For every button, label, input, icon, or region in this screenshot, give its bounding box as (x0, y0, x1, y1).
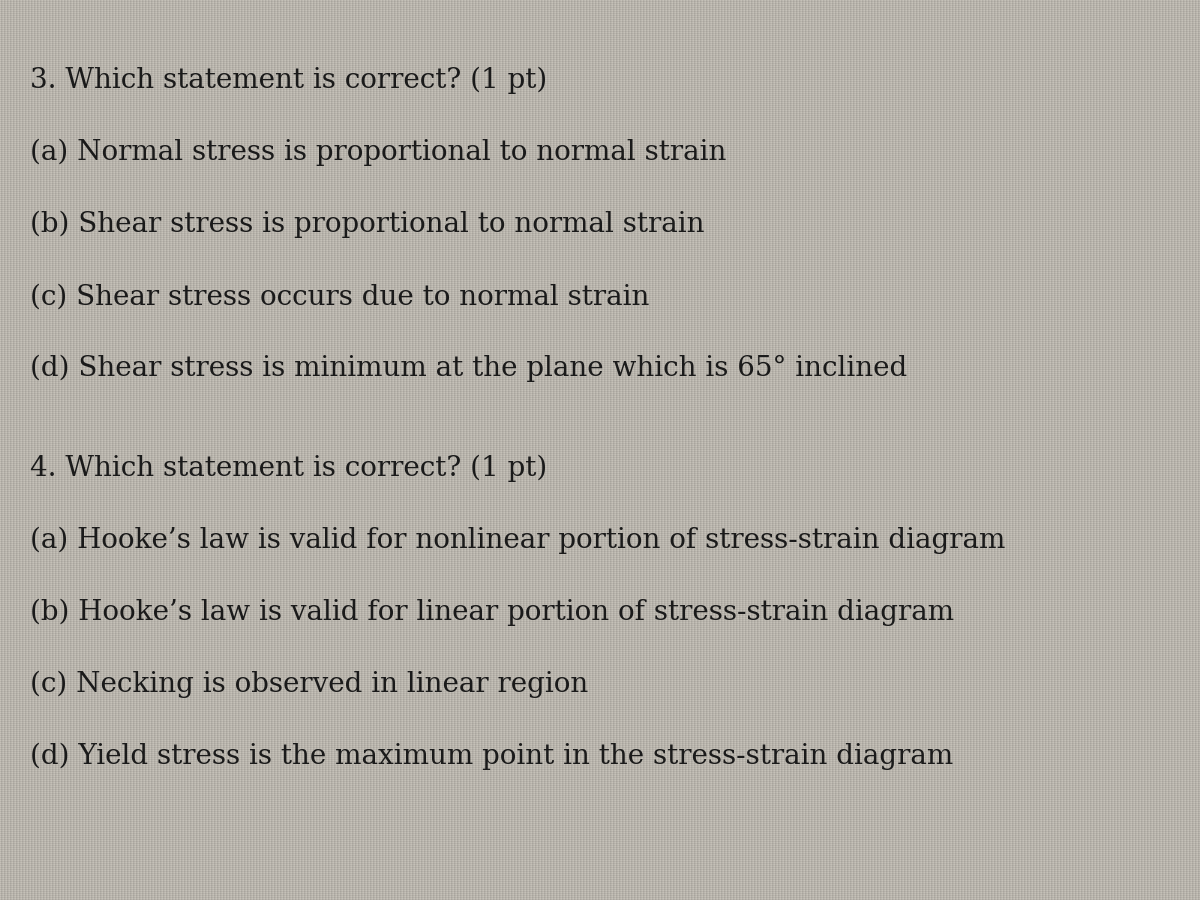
Text: (d) Shear stress is minimum at the plane which is 65° inclined: (d) Shear stress is minimum at the plane… (30, 356, 907, 382)
Text: (c) Necking is observed in linear region: (c) Necking is observed in linear region (30, 670, 588, 698)
Text: 4. Which statement is correct? (1 pt): 4. Which statement is correct? (1 pt) (30, 454, 547, 482)
Text: (a) Normal stress is proportional to normal strain: (a) Normal stress is proportional to nor… (30, 140, 726, 166)
Text: 3. Which statement is correct? (1 pt): 3. Which statement is correct? (1 pt) (30, 68, 547, 94)
Text: (b) Shear stress is proportional to normal strain: (b) Shear stress is proportional to norm… (30, 212, 704, 239)
Text: (d) Yield stress is the maximum point in the stress-strain diagram: (d) Yield stress is the maximum point in… (30, 742, 953, 770)
Text: (a) Hooke’s law is valid for nonlinear portion of stress-strain diagram: (a) Hooke’s law is valid for nonlinear p… (30, 526, 1006, 554)
Text: (c) Shear stress occurs due to normal strain: (c) Shear stress occurs due to normal st… (30, 284, 649, 310)
Text: (b) Hooke’s law is valid for linear portion of stress-strain diagram: (b) Hooke’s law is valid for linear port… (30, 598, 954, 625)
